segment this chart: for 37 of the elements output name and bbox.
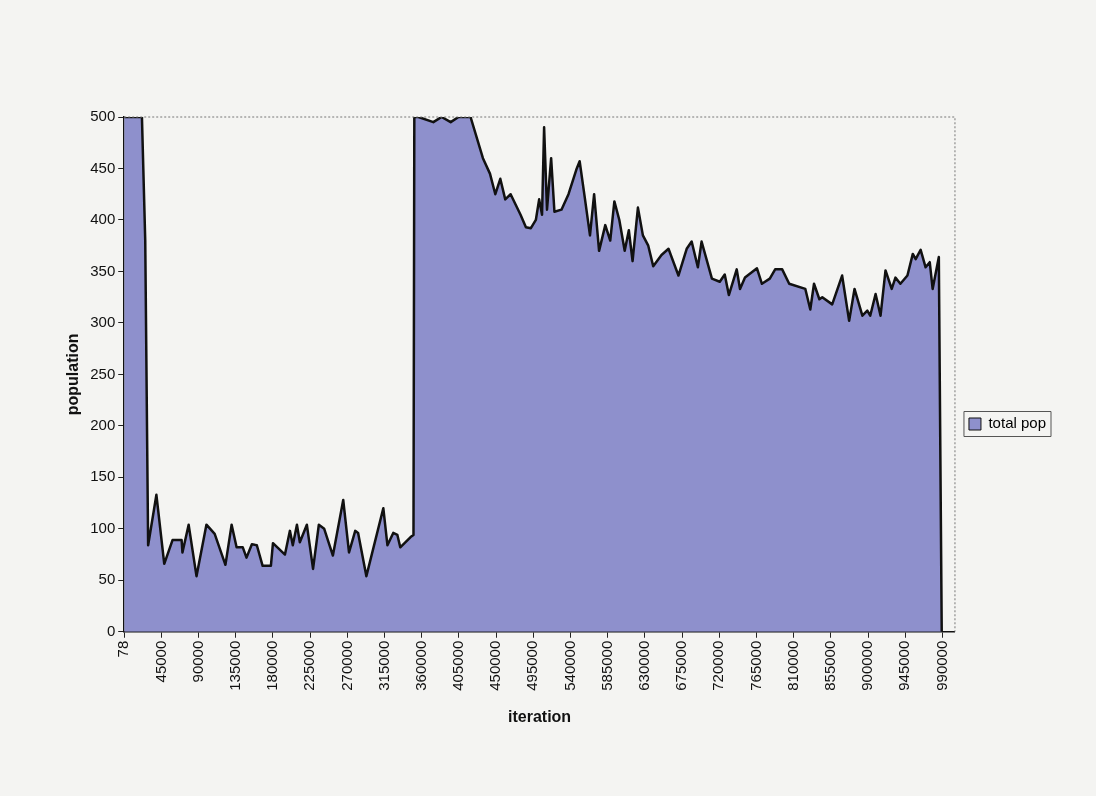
- x-tick-label: 765000: [746, 640, 764, 691]
- x-tick-label: 495000: [523, 640, 541, 691]
- x-tick-label: 630000: [635, 640, 653, 691]
- x-tick-label: 315000: [374, 640, 392, 691]
- y-tick-label: 400: [90, 210, 116, 228]
- y-tick-label: 50: [98, 570, 116, 588]
- x-axis-title: iteration: [508, 707, 572, 725]
- x-tick-label: 450000: [486, 640, 504, 691]
- y-tick-label: 300: [90, 313, 116, 331]
- y-tick-label: 450: [90, 158, 116, 176]
- y-tick-label: 100: [90, 518, 116, 536]
- x-tick-label: 90000: [188, 640, 206, 683]
- x-tick-label: 180000: [263, 640, 281, 691]
- y-axis-title: population: [64, 333, 82, 416]
- x-tick-label: 270000: [337, 640, 355, 691]
- y-tick-label: 0: [106, 621, 116, 639]
- x-tick-label: 360000: [411, 640, 429, 691]
- x-tick-label: 540000: [560, 640, 578, 691]
- x-tick-label: 855000: [821, 640, 839, 691]
- x-tick-label: 720000: [709, 640, 727, 691]
- x-tick-label: 78: [114, 640, 132, 658]
- x-tick-label: 810000: [783, 640, 801, 691]
- x-tick-label: 225000: [300, 640, 318, 691]
- y-tick-label: 200: [90, 415, 116, 433]
- x-tick-label: 405000: [449, 640, 467, 691]
- y-tick-label: 500: [90, 107, 116, 125]
- x-tick-label: 945000: [895, 640, 913, 691]
- x-tick-label: 900000: [858, 640, 876, 691]
- x-tick-label: 585000: [597, 640, 615, 691]
- x-tick-label: 45000: [151, 640, 169, 683]
- y-tick-label: 150: [90, 467, 116, 485]
- y-tick-label: 250: [90, 364, 116, 382]
- x-tick-label: 990000: [932, 640, 950, 691]
- y-tick-label: 350: [90, 261, 116, 279]
- x-tick-label: 135000: [225, 640, 243, 691]
- x-tick-label: 675000: [672, 640, 690, 691]
- legend-label: total pop: [988, 414, 1046, 432]
